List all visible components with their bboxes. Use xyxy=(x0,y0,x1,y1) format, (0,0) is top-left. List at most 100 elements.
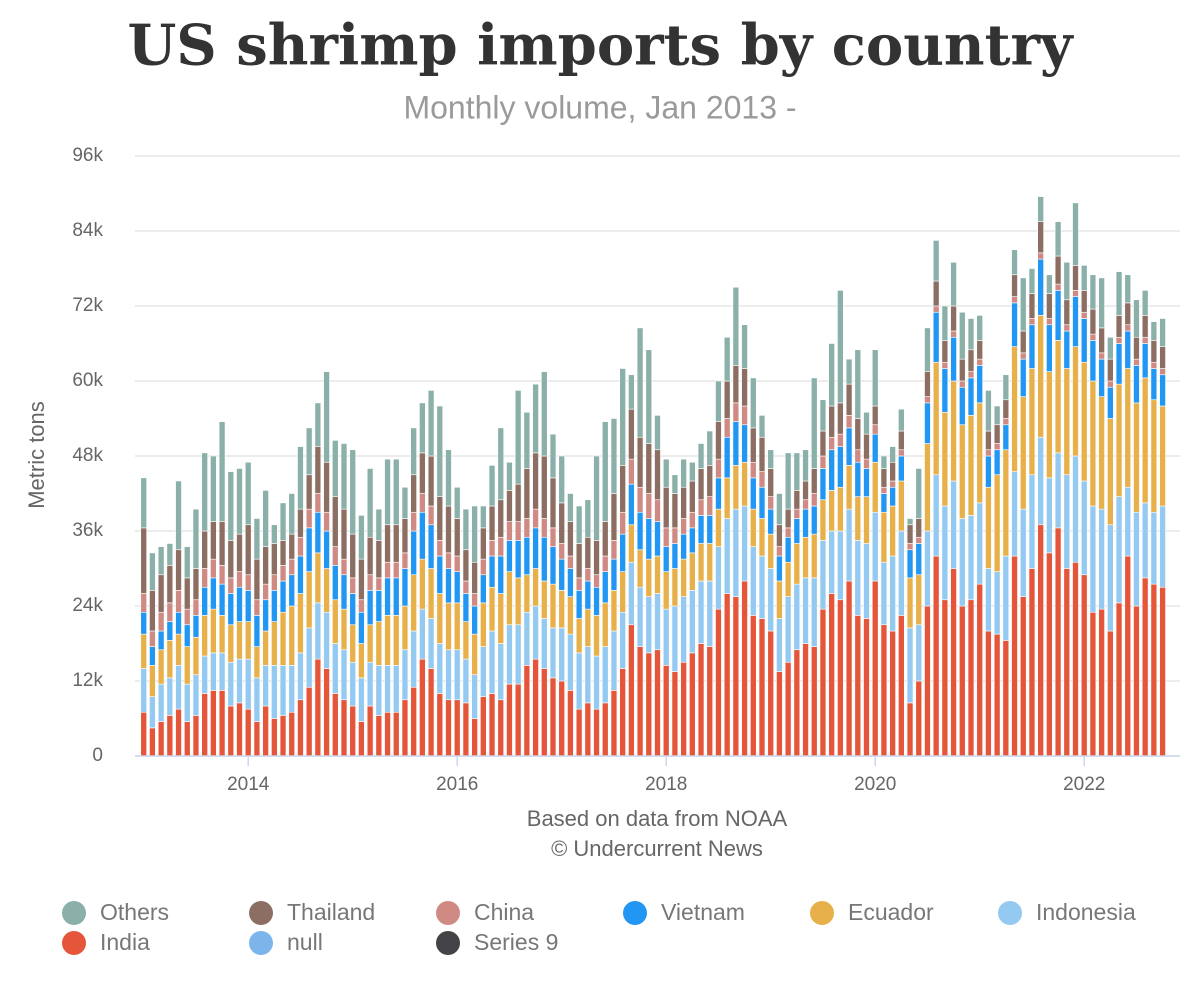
bar-segment xyxy=(471,593,478,607)
bar-segment xyxy=(366,468,374,538)
bar-segment xyxy=(332,643,339,694)
bar-segment xyxy=(828,530,835,594)
bar-segment xyxy=(401,486,409,519)
chart-subtitle: Monthly volume, Jan 2013 - xyxy=(403,89,796,125)
bar-segment xyxy=(332,599,339,644)
bar-segment xyxy=(1011,274,1018,297)
bar-segment xyxy=(767,468,774,497)
legend-label: China xyxy=(474,899,534,925)
bar-segment xyxy=(183,646,191,685)
bar-segment xyxy=(271,718,278,757)
bar-segment xyxy=(288,605,296,666)
bar-segment xyxy=(558,680,565,757)
bar-segment xyxy=(976,315,983,341)
bar-segment xyxy=(210,690,217,757)
bar-segment xyxy=(593,586,600,616)
bar-segment xyxy=(810,505,818,535)
bar-segment xyxy=(558,590,565,629)
bar-segment xyxy=(1107,336,1114,360)
bar-segment xyxy=(932,311,940,363)
bar-segment xyxy=(662,546,670,572)
bar-segment xyxy=(715,458,722,479)
bar-segment xyxy=(497,427,505,501)
bar-segment xyxy=(758,415,766,438)
bar-segment xyxy=(1054,221,1062,257)
bar-segment xyxy=(253,558,261,601)
bar-segment xyxy=(1046,477,1053,554)
bar-segment xyxy=(1124,274,1132,304)
bar-segment xyxy=(828,343,835,407)
bar-segment xyxy=(854,496,862,541)
bar-segment xyxy=(1072,346,1079,457)
bar-segment xyxy=(593,574,600,588)
bar-segment xyxy=(541,668,548,757)
bar-segment xyxy=(732,421,740,466)
bar-segment xyxy=(567,555,574,569)
bar-segment xyxy=(741,424,748,463)
bar-segment xyxy=(976,502,983,585)
bar-segment xyxy=(950,480,957,569)
bar-segment xyxy=(645,652,653,757)
bar-segment xyxy=(1124,330,1132,369)
bar-segment xyxy=(845,427,853,466)
bar-segment xyxy=(584,702,592,757)
bar-segment xyxy=(828,436,835,451)
bar-segment xyxy=(506,461,513,491)
bar-segment xyxy=(541,371,548,457)
bar-segment xyxy=(183,608,191,626)
bar-segment xyxy=(723,593,731,757)
bar-segment xyxy=(863,458,870,469)
bar-segment xyxy=(401,699,409,757)
bar-segment xyxy=(175,665,182,710)
bar-segment xyxy=(810,533,818,579)
bar-segment xyxy=(1011,296,1018,304)
bar-segment xyxy=(941,340,949,363)
bar-segment xyxy=(636,511,644,551)
bar-segment xyxy=(375,577,383,591)
bar-segment xyxy=(985,568,992,632)
bar-segment xyxy=(1080,290,1088,313)
bar-segment xyxy=(401,568,409,607)
bar-segment xyxy=(314,552,322,604)
bar-segment xyxy=(810,646,818,757)
y-tick-label: 0 xyxy=(92,745,103,766)
bar-segment xyxy=(750,615,757,757)
x-tick-label: 2018 xyxy=(645,774,687,795)
bar-segment xyxy=(166,640,174,679)
bar-segment xyxy=(697,580,705,644)
bar-segment xyxy=(697,543,705,582)
bar-segment xyxy=(262,705,269,757)
bar-segment xyxy=(218,521,226,566)
bar-segment xyxy=(314,602,322,660)
bar-segment xyxy=(271,665,278,719)
bar-segment xyxy=(541,455,548,519)
bar-segment xyxy=(906,518,914,526)
bar-segment xyxy=(244,621,252,660)
bar-segment xyxy=(149,630,156,647)
bar-segment xyxy=(305,627,313,688)
bar-segment xyxy=(967,318,975,351)
bar-segment xyxy=(1159,374,1166,407)
bar-segment xyxy=(854,461,862,497)
bar-segment xyxy=(1028,293,1036,319)
bar-segment xyxy=(349,449,356,535)
bar-segment xyxy=(950,568,957,757)
bar-segment xyxy=(802,577,809,644)
bar-segment xyxy=(776,524,783,547)
bar-segment xyxy=(1089,333,1097,341)
bar-segment xyxy=(305,571,313,629)
bar-segment xyxy=(750,461,757,479)
bar-segment xyxy=(523,518,531,538)
bar-segment xyxy=(288,493,296,535)
bar-segment xyxy=(1072,265,1079,291)
bar-segment xyxy=(845,383,853,416)
bar-segment xyxy=(453,602,461,651)
bar-segment xyxy=(932,361,940,476)
bar-segment xyxy=(157,649,165,685)
bar-segment xyxy=(392,665,400,713)
bar-segment xyxy=(1133,605,1140,757)
bar-segment xyxy=(662,527,670,547)
bar-segment xyxy=(628,483,635,526)
bar-segment xyxy=(584,536,592,569)
bar-segment xyxy=(436,405,444,497)
